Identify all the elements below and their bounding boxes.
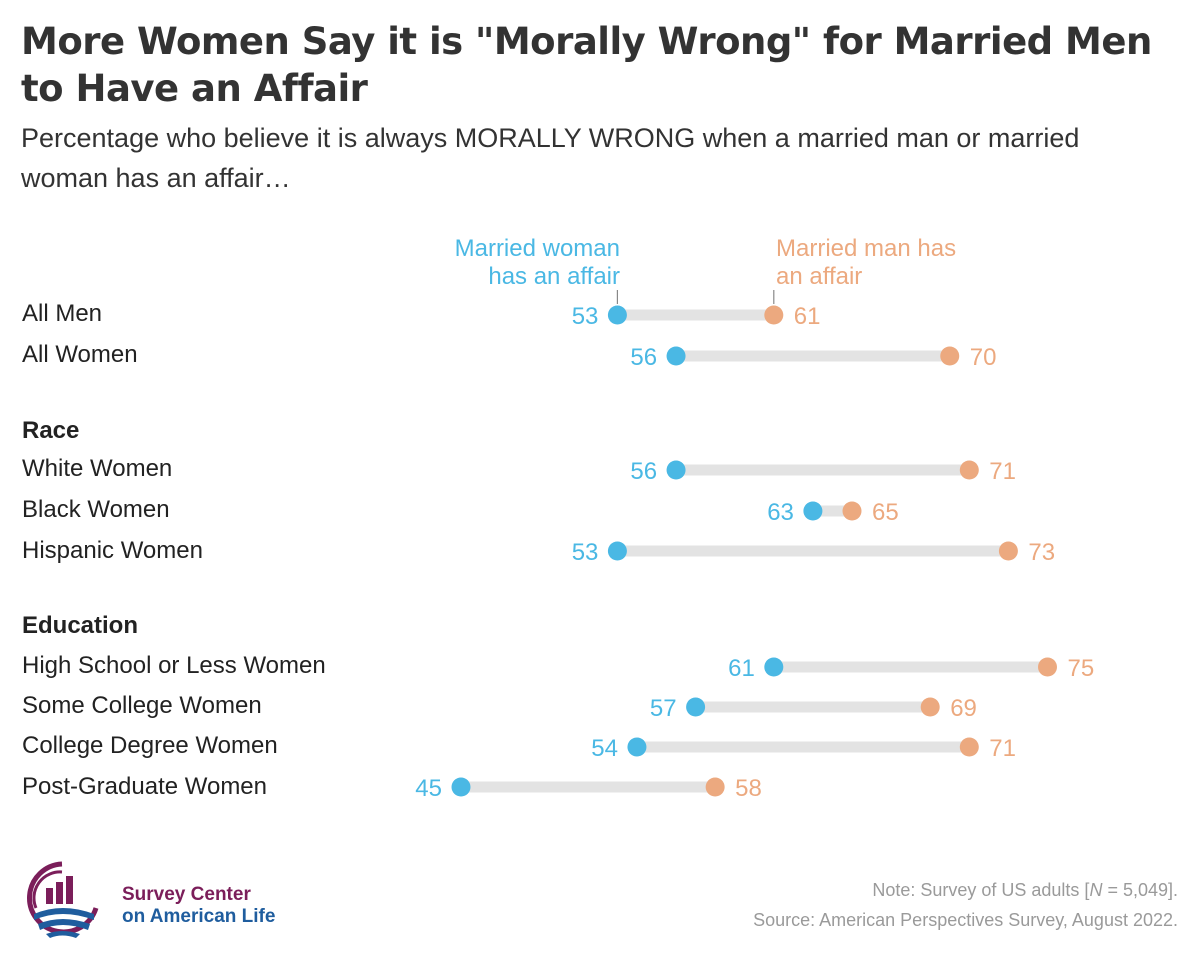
legend-man-line2: an affair	[776, 263, 863, 290]
value-label-woman-college-degree-women: 54	[591, 735, 618, 762]
value-label-man-black-women: 65	[872, 499, 899, 526]
dot-woman-white-women	[666, 460, 686, 480]
dot-woman-hispanic-women	[607, 541, 627, 561]
value-label-woman-high-school-or-less-women: 61	[728, 655, 755, 682]
logo-line-1: Survey Center	[122, 884, 251, 905]
value-label-man-post-graduate-women: 58	[735, 775, 762, 802]
dot-woman-black-women	[803, 501, 823, 521]
dot-man-hispanic-women	[998, 541, 1018, 561]
value-label-woman-white-women: 56	[630, 458, 657, 485]
value-label-man-hispanic-women: 73	[1028, 539, 1055, 566]
row-label-college-degree: College Degree Women	[22, 732, 278, 759]
value-label-man-all-women: 70	[970, 344, 997, 371]
dot-man-white-women	[959, 460, 979, 480]
dot-woman-high-school-or-less-women	[764, 657, 784, 677]
row-label-all-men: All Men	[22, 300, 103, 327]
legend-married-man: Married man has an affair	[776, 235, 996, 291]
row-label-some-college: Some College Women	[22, 692, 262, 719]
legend-man-line1: Married man has	[776, 235, 957, 262]
dot-woman-college-degree-women	[627, 737, 647, 757]
dot-man-all-women	[940, 346, 960, 366]
row-label-high-school: High School or Less Women	[22, 652, 326, 679]
survey-center-logo-icon	[27, 861, 99, 938]
chart-subtitle: Percentage who believe it is always MORA…	[21, 123, 1080, 193]
value-label-woman-all-men: 53	[572, 303, 599, 330]
value-label-man-white-women: 71	[989, 458, 1016, 485]
row-label-white-women: White Women	[22, 455, 173, 482]
dot-man-some-college-women	[920, 697, 940, 717]
logo-line-2: on American Life	[122, 906, 276, 927]
dot-woman-all-women	[666, 346, 686, 366]
dot-woman-all-men	[607, 305, 627, 325]
legend-woman-line1: Married woman	[454, 235, 620, 262]
value-label-man-high-school-or-less-women: 75	[1068, 655, 1095, 682]
value-label-woman-post-graduate-women: 45	[415, 775, 442, 802]
group-heading-race: Race	[22, 417, 80, 444]
note-prefix: Note: Survey of US adults [	[872, 880, 1090, 900]
legend-woman-line2: has an affair	[488, 263, 620, 290]
group-heading-education: Education	[22, 612, 139, 639]
dot-man-high-school-or-less-women	[1038, 657, 1057, 677]
logo-wordmark: Survey Center on American Life	[122, 884, 275, 928]
value-label-woman-some-college-women: 57	[650, 695, 677, 722]
row-label-all-women: All Women	[22, 341, 138, 368]
value-label-man-all-men: 61	[794, 303, 821, 330]
footnote-note: Note: Survey of US adults [N = 5,049].	[872, 880, 1178, 901]
chart-title: More Women Say it is "Morally Wrong" for…	[21, 20, 1152, 110]
value-label-man-some-college-women: 69	[950, 695, 977, 722]
legend-married-woman: Married woman has an affair	[420, 235, 620, 291]
row-label-hispanic-women: Hispanic Women	[22, 537, 203, 564]
value-label-man-college-degree-women: 71	[989, 735, 1016, 762]
row-label-black-women: Black Women	[22, 496, 170, 523]
value-label-woman-black-women: 63	[767, 499, 794, 526]
note-n: N	[1089, 880, 1103, 900]
footnote-source: Source: American Perspectives Survey, Au…	[753, 910, 1178, 930]
dot-woman-some-college-women	[686, 697, 706, 717]
value-label-woman-hispanic-women: 53	[572, 539, 599, 566]
dot-man-college-degree-women	[959, 737, 979, 757]
row-label-post-graduate: Post-Graduate Women	[22, 773, 268, 800]
dot-man-black-women	[842, 501, 862, 521]
dot-man-post-graduate-women	[705, 777, 725, 797]
dot-man-all-men	[764, 305, 784, 325]
value-label-woman-all-women: 56	[630, 344, 657, 371]
note-suffix: = 5,049].	[1102, 880, 1178, 900]
dot-woman-post-graduate-women	[451, 777, 471, 797]
